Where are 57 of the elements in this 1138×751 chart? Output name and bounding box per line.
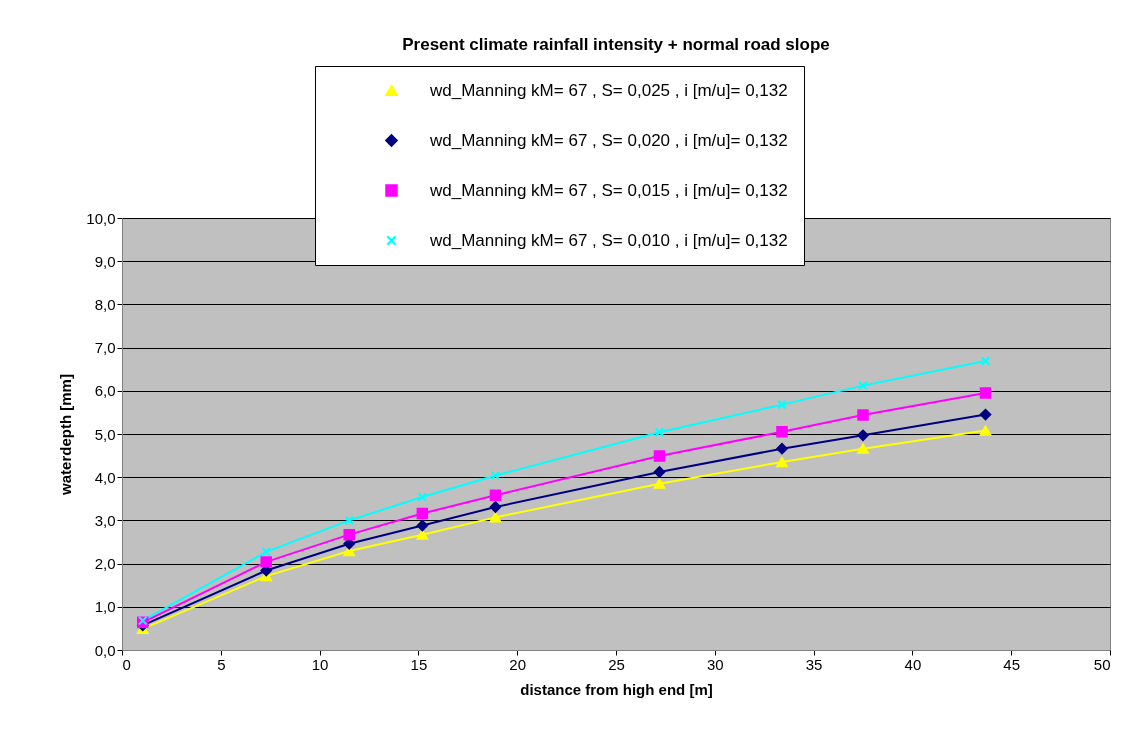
point bbox=[653, 450, 666, 462]
point bbox=[979, 425, 992, 436]
y-tick-label: 6,0 bbox=[94, 382, 116, 400]
y-tick-label: 3,0 bbox=[94, 511, 116, 529]
point bbox=[416, 519, 429, 532]
point bbox=[776, 456, 788, 468]
point bbox=[417, 492, 428, 502]
point bbox=[344, 515, 355, 526]
point bbox=[653, 478, 666, 489]
legend-label: wd_Manning kM= 67 , S= 0,010 , i [m/u]= 0,132 bbox=[429, 230, 788, 250]
x-tick-label: 35 bbox=[805, 655, 823, 673]
x-tick-label: 5 bbox=[217, 655, 226, 673]
point bbox=[979, 387, 992, 399]
point bbox=[857, 429, 869, 442]
y-tick-label: 2,0 bbox=[94, 555, 116, 573]
point bbox=[858, 380, 868, 391]
point bbox=[777, 399, 787, 410]
point bbox=[261, 547, 272, 557]
point bbox=[980, 356, 991, 366]
legend-label: wd_Manning kM= 67 , S= 0,025 , i [m/u]= 0,132 bbox=[429, 80, 788, 100]
point bbox=[979, 408, 992, 421]
y-axis-title: waterdepth [mm] bbox=[57, 374, 75, 496]
chart-title: Present climate rainfall intensity + normal road slope bbox=[402, 34, 830, 54]
x-tick-label: 45 bbox=[1003, 655, 1021, 673]
x-tick-label: 25 bbox=[608, 655, 625, 673]
point bbox=[776, 426, 788, 438]
x-axis-title: distance from high end [m] bbox=[520, 680, 713, 698]
y-tick-label: 0,0 bbox=[94, 641, 116, 659]
point bbox=[654, 427, 665, 438]
point bbox=[653, 466, 666, 478]
y-tick-label: 4,0 bbox=[94, 468, 116, 486]
y-tick-label: 9,0 bbox=[94, 252, 116, 270]
x-tick-label: 40 bbox=[904, 655, 922, 673]
legend-label: wd_Manning kM= 67 , S= 0,015 , i [m/u]= 0,132 bbox=[429, 180, 788, 200]
x-tick-label: 15 bbox=[410, 655, 428, 673]
point bbox=[489, 489, 502, 502]
y-tick-label: 8,0 bbox=[94, 295, 116, 313]
y-tick-label: 7,0 bbox=[94, 339, 116, 357]
legend-label: wd_Manning kM= 67 , S= 0,020 , i [m/u]= 0,132 bbox=[429, 130, 788, 150]
y-tick-label: 10,0 bbox=[86, 209, 116, 227]
x-tick-label: 10 bbox=[311, 655, 329, 673]
point bbox=[490, 470, 501, 481]
point bbox=[857, 409, 869, 421]
point bbox=[343, 528, 355, 541]
point bbox=[260, 556, 272, 568]
point bbox=[416, 507, 429, 520]
point bbox=[857, 443, 869, 454]
y-tick-label: 1,0 bbox=[94, 598, 116, 616]
point bbox=[489, 512, 502, 523]
point bbox=[776, 442, 788, 455]
point bbox=[489, 501, 502, 513]
x-tick-label: 0 bbox=[122, 655, 131, 673]
y-tick-label: 5,0 bbox=[94, 425, 116, 443]
x-tick-label: 30 bbox=[706, 655, 724, 673]
x-tick-label: 20 bbox=[509, 655, 527, 673]
x-tick-label: 50 bbox=[1093, 655, 1111, 673]
point bbox=[416, 529, 429, 540]
